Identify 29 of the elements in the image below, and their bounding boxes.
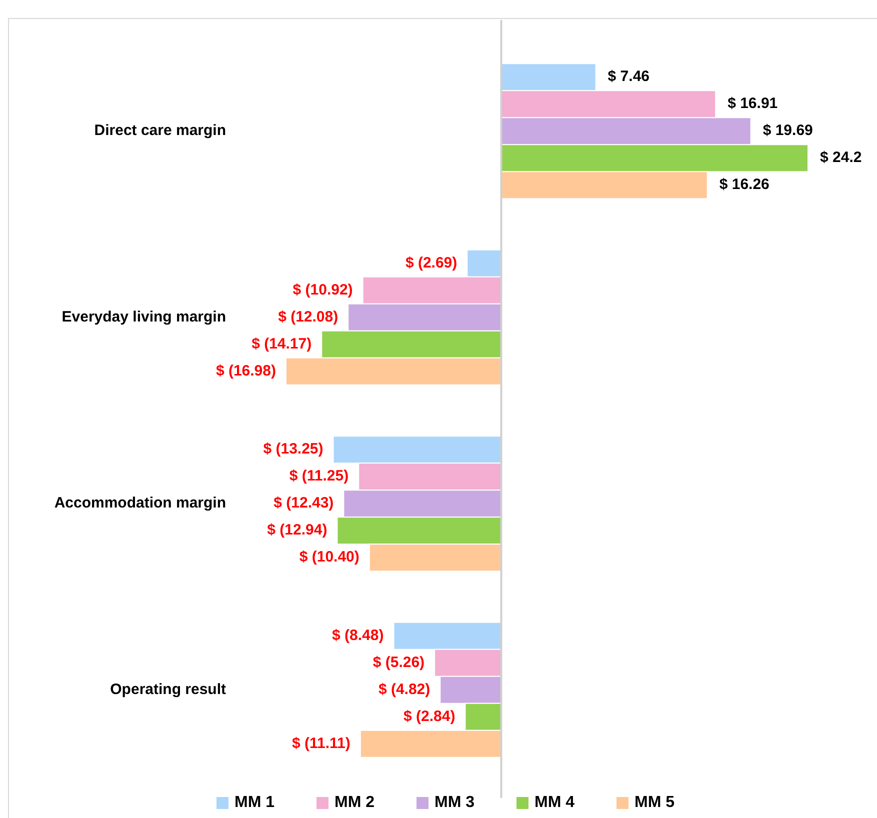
data-label: $ (4.82) [378,680,430,698]
data-label: $ (12.94) [267,522,328,539]
data-label: $ 16.91 [728,95,778,112]
data-label: $ 16.26 [719,176,770,194]
y-tick-label: Operating result [110,680,226,698]
data-label: $ 7.46 [608,68,650,86]
data-label: $ (11.11) [292,734,350,752]
legend-label: MM 4 [534,794,575,812]
data-label: $ (8.48) [332,626,384,644]
legend-label: MM 5 [634,794,675,812]
data-label: $ (12.43) [274,494,334,512]
legend-label: MM 2 [334,794,375,812]
data-label: $ 24.2 [820,149,862,166]
data-label: $ (5.26) [372,654,425,671]
data-label: $ (2.84) [404,708,456,725]
y-tick-label: Everyday living margin [62,308,226,326]
data-label: $ (10.40) [299,548,360,566]
data-label: $ (14.17) [252,335,312,352]
data-label: $ (13.25) [263,440,324,458]
y-tick-label: Accommodation margin [54,494,226,512]
data-label: $ (10.92) [292,281,353,298]
legend-label: MM 1 [234,794,275,812]
data-label: $ (16.98) [216,362,276,380]
data-label: $ (11.25) [289,468,349,485]
data-label: $ (12.08) [278,308,338,326]
data-label: $ 19.69 [762,122,813,140]
data-label: $ (2.69) [405,254,458,272]
legend-label: MM 3 [434,794,475,812]
y-tick-label: Direct care margin [94,122,226,140]
